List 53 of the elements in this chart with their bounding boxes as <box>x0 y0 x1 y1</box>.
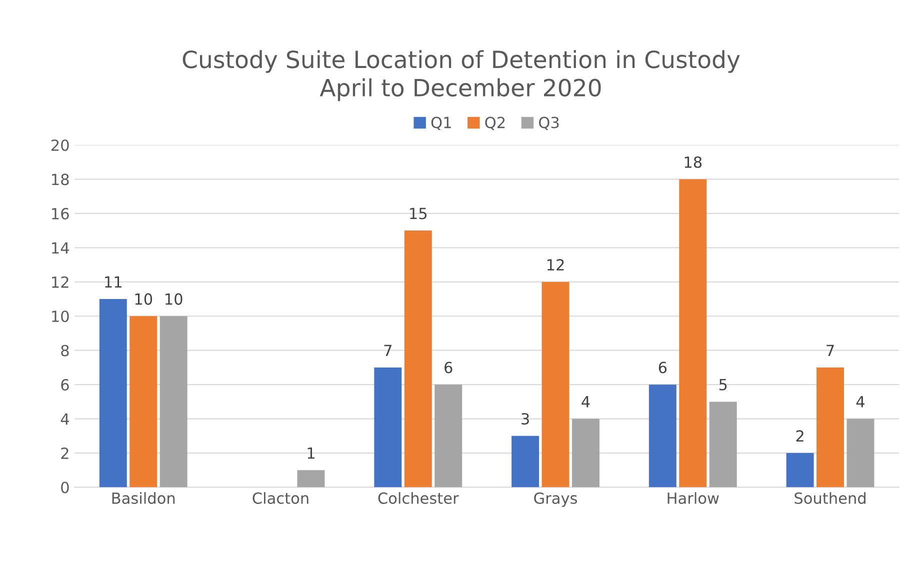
data-label: 7 <box>384 344 392 356</box>
data-label: 18 <box>684 156 702 168</box>
y-tick-label: 16 <box>52 208 69 220</box>
data-label: 4 <box>582 396 590 408</box>
x-tick-label: Southend <box>794 492 866 504</box>
bar <box>99 299 127 488</box>
data-label: 11 <box>105 276 122 288</box>
y-tick-label: 20 <box>52 139 69 152</box>
legend-label: Q2 <box>485 116 505 130</box>
legend-label: Q1 <box>431 116 451 130</box>
data-label: 2 <box>796 430 804 442</box>
bar <box>512 436 540 488</box>
data-label: 10 <box>135 293 152 305</box>
data-label: 4 <box>856 396 864 408</box>
data-label: 10 <box>166 293 182 305</box>
y-tick-label: 12 <box>52 276 68 288</box>
bar <box>679 179 707 488</box>
data-label: 12 <box>547 259 564 270</box>
y-tick-label: 2 <box>61 447 68 459</box>
bar <box>709 402 737 488</box>
bar <box>404 230 432 488</box>
bar <box>160 316 188 488</box>
data-label: 3 <box>522 413 529 425</box>
legend-label: Q3 <box>539 116 559 130</box>
data-label: 5 <box>719 379 727 390</box>
data-label: 15 <box>410 208 427 220</box>
bar <box>648 384 676 488</box>
y-tick-label: 8 <box>61 344 69 356</box>
bar <box>374 367 402 488</box>
x-tick-label: Harlow <box>668 492 719 504</box>
bar <box>542 282 570 488</box>
y-tick-label: 14 <box>52 242 69 254</box>
bar <box>816 367 844 488</box>
bar <box>846 418 874 488</box>
bar <box>297 470 325 488</box>
bar <box>786 453 814 488</box>
x-tick-label: Clacton <box>252 492 308 504</box>
y-tick-label: 6 <box>61 379 69 391</box>
x-tick-label: Colchester <box>378 492 459 504</box>
data-label: 7 <box>826 344 834 356</box>
bar <box>572 418 600 488</box>
x-tick-label: Basildon <box>112 492 175 504</box>
data-label: 1 <box>308 447 314 459</box>
bar <box>434 384 462 488</box>
y-tick-label: 10 <box>52 310 69 322</box>
data-label: 6 <box>658 362 667 374</box>
y-tick-label: 4 <box>60 413 69 425</box>
bar <box>130 316 158 488</box>
data-label: 6 <box>444 362 452 374</box>
y-tick-label: 18 <box>52 174 69 186</box>
y-tick-label: 0 <box>61 482 69 494</box>
chart-title: Custody Suite Location of Detention in Custody April to December 2020 <box>182 50 740 102</box>
x-tick-label: Grays <box>534 492 577 507</box>
